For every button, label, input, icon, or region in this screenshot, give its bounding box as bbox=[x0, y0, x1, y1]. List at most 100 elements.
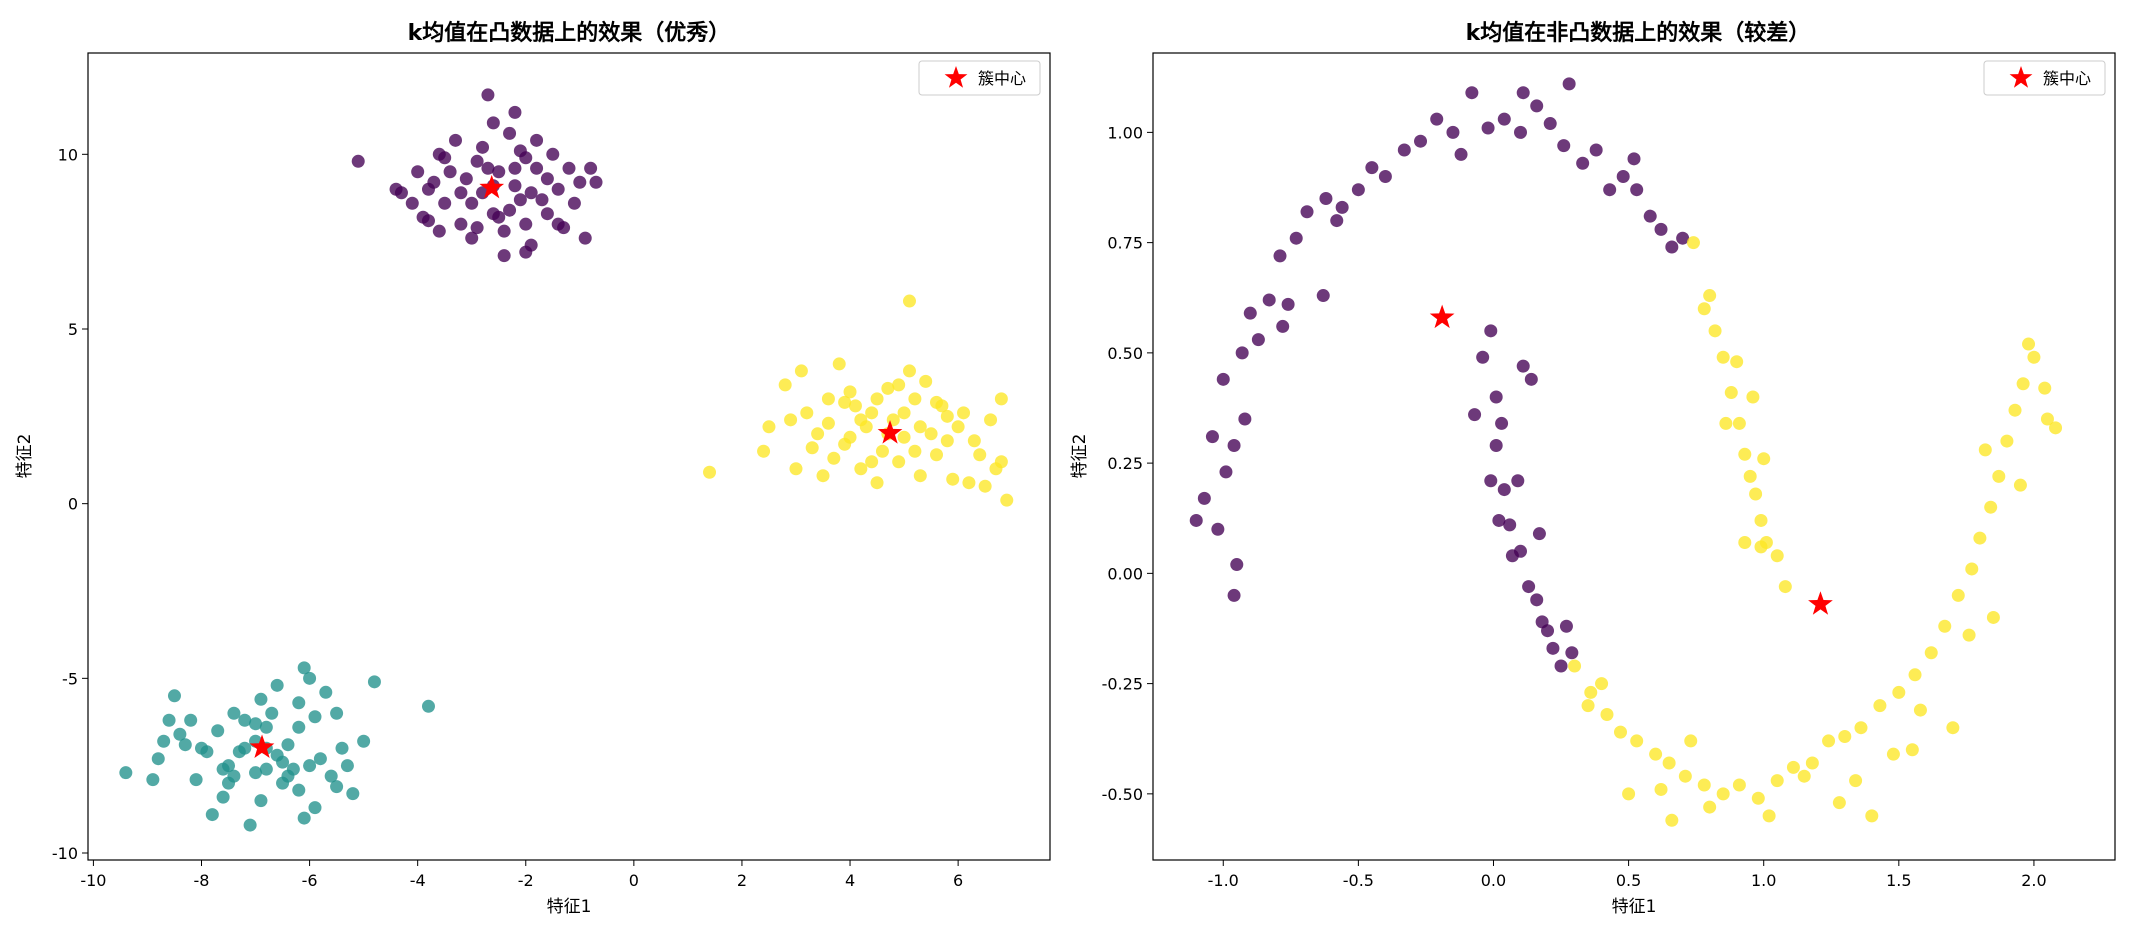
data-point bbox=[178, 738, 192, 752]
data-point bbox=[1738, 535, 1752, 549]
data-point bbox=[919, 374, 933, 388]
legend: 簇中心 bbox=[918, 60, 1041, 96]
data-point bbox=[1797, 769, 1811, 783]
data-point bbox=[1822, 734, 1836, 748]
data-point bbox=[1289, 231, 1303, 245]
data-point bbox=[1497, 483, 1511, 497]
data-point bbox=[1365, 161, 1379, 175]
data-point bbox=[357, 734, 371, 748]
data-point bbox=[994, 392, 1008, 406]
data-point bbox=[946, 472, 960, 486]
data-point bbox=[848, 399, 862, 413]
data-point bbox=[508, 105, 522, 119]
data-point bbox=[270, 678, 284, 692]
data-point bbox=[832, 357, 846, 371]
data-point bbox=[330, 780, 344, 794]
data-point bbox=[2049, 421, 2063, 435]
data-point bbox=[281, 738, 295, 752]
x-tick-label: 0 bbox=[629, 871, 639, 890]
data-point bbox=[838, 437, 852, 451]
cluster-center-star-icon bbox=[479, 174, 505, 199]
data-point bbox=[1770, 774, 1784, 788]
y-ticks: -10 -5 0 5 10 bbox=[52, 145, 88, 863]
data-point bbox=[1854, 721, 1868, 735]
data-point bbox=[259, 762, 273, 776]
data-point bbox=[292, 783, 306, 797]
y-tick-label: 0.75 bbox=[1107, 234, 1143, 253]
cluster-center-star-icon bbox=[877, 420, 903, 444]
data-point bbox=[821, 416, 835, 430]
data-point bbox=[1832, 796, 1846, 810]
y-tick-label: -10 bbox=[52, 844, 78, 863]
data-point bbox=[1962, 628, 1976, 642]
data-point bbox=[1805, 756, 1819, 770]
data-point bbox=[1654, 782, 1668, 796]
data-point bbox=[470, 154, 484, 168]
data-point bbox=[1559, 619, 1573, 633]
y-tick-label: 0.50 bbox=[1107, 344, 1143, 363]
data-point bbox=[151, 752, 165, 766]
data-point bbox=[1665, 240, 1679, 254]
data-point bbox=[1251, 333, 1265, 347]
data-point bbox=[524, 186, 538, 200]
data-point bbox=[902, 294, 916, 308]
data-point bbox=[1643, 209, 1657, 223]
data-point bbox=[1757, 452, 1771, 466]
data-point bbox=[1886, 747, 1900, 761]
data-point bbox=[1235, 346, 1249, 360]
data-point bbox=[789, 462, 803, 476]
data-point bbox=[292, 720, 306, 734]
chart-convex: k均值在凸数据上的效果（优秀） -10 -8 -6 -4 -2 0 2 4 6 -10 -5 0 5 1… bbox=[15, 20, 1051, 917]
data-point bbox=[276, 755, 290, 769]
data-point bbox=[908, 392, 922, 406]
data-point bbox=[421, 699, 435, 713]
data-point bbox=[222, 776, 236, 790]
data-point bbox=[1516, 359, 1530, 373]
data-point bbox=[1262, 293, 1276, 307]
data-point bbox=[1543, 117, 1557, 131]
data-point bbox=[1951, 588, 1965, 602]
data-point bbox=[897, 406, 911, 420]
x-tick-label: 0.5 bbox=[1616, 871, 1641, 890]
data-point bbox=[567, 196, 581, 210]
data-point bbox=[1992, 469, 2006, 483]
data-point bbox=[1584, 685, 1598, 699]
data-point bbox=[800, 406, 814, 420]
data-point bbox=[119, 766, 133, 780]
data-point bbox=[1197, 491, 1211, 505]
data-point bbox=[1562, 77, 1576, 91]
data-point bbox=[1530, 593, 1544, 607]
data-point bbox=[1770, 549, 1784, 563]
x-tick-label: 2 bbox=[737, 871, 747, 890]
data-point bbox=[821, 392, 835, 406]
data-point bbox=[1686, 236, 1700, 250]
data-point bbox=[2038, 381, 2052, 395]
data-point bbox=[1746, 390, 1760, 404]
data-point bbox=[1924, 646, 1938, 660]
data-point bbox=[930, 448, 944, 462]
data-point bbox=[470, 221, 484, 235]
data-point bbox=[1978, 443, 1992, 457]
data-point bbox=[443, 165, 457, 179]
data-point bbox=[1446, 125, 1460, 139]
data-point bbox=[238, 741, 252, 755]
data-point bbox=[1630, 734, 1644, 748]
data-point bbox=[1397, 143, 1411, 157]
data-point bbox=[1600, 707, 1614, 721]
data-point bbox=[1938, 619, 1952, 633]
data-point bbox=[984, 413, 998, 427]
y-tick-label: -5 bbox=[62, 669, 78, 688]
data-point bbox=[854, 462, 868, 476]
data-point bbox=[449, 133, 463, 147]
data-point bbox=[908, 444, 922, 458]
data-point bbox=[557, 221, 571, 235]
data-point bbox=[1476, 350, 1490, 364]
data-point bbox=[454, 186, 468, 200]
y-tick-label: 0.00 bbox=[1107, 564, 1143, 583]
data-point bbox=[1565, 646, 1579, 660]
data-point bbox=[238, 713, 252, 727]
data-point bbox=[1697, 778, 1711, 792]
data-point bbox=[1230, 558, 1244, 572]
data-point bbox=[254, 692, 268, 706]
data-point bbox=[978, 479, 992, 493]
